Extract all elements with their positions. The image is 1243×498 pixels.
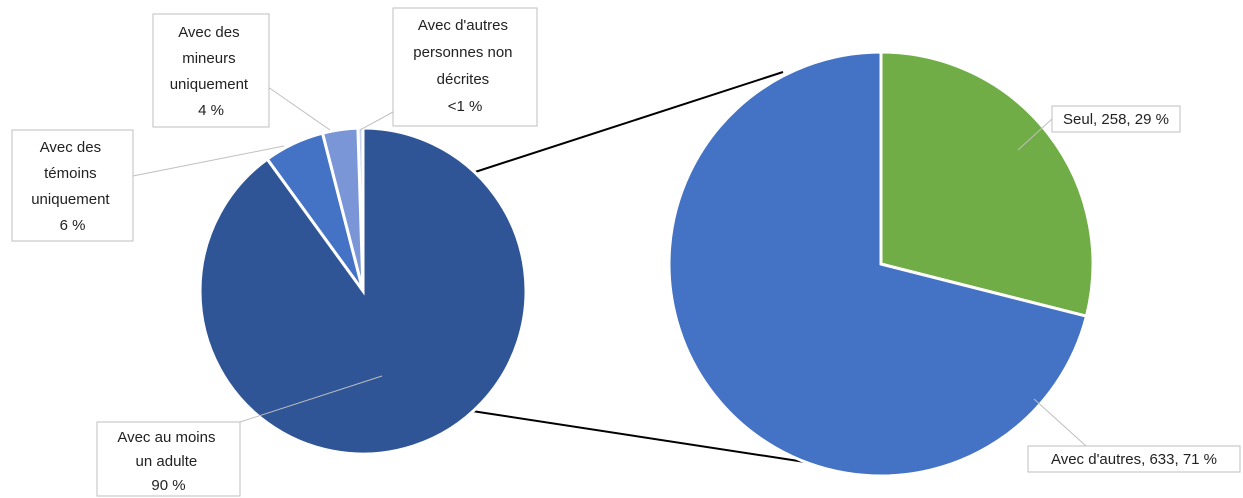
label-temoins-line4: 6 % xyxy=(60,217,86,234)
label-temoins-line1: Avec des xyxy=(40,139,101,156)
data-label-adult: Avec au moins un adulte 90 % xyxy=(97,422,240,496)
label-autres-line4: <1 % xyxy=(448,98,483,115)
label-mineurs-line3: uniquement xyxy=(170,76,249,93)
leader-line-avec-autres xyxy=(1034,399,1086,446)
label-adult-line1: Avec au moins xyxy=(117,429,215,446)
main-pie xyxy=(200,128,526,454)
label-temoins-line2: témoins xyxy=(44,165,97,182)
label-avec-autres: Avec d'autres, 633, 71 % xyxy=(1051,451,1217,468)
data-label-mineurs: Avec des mineurs uniquement 4 % xyxy=(153,14,269,127)
leader-line-mineurs xyxy=(268,87,330,130)
data-label-avec-autres: Avec d'autres, 633, 71 % xyxy=(1028,446,1240,472)
label-autres-line2: personnes non xyxy=(413,44,512,61)
label-mineurs-line2: mineurs xyxy=(182,50,235,67)
data-label-temoins: Avec des témoins uniquement 6 % xyxy=(12,130,133,241)
label-temoins-line3: uniquement xyxy=(31,191,110,208)
label-adult-line2: un adulte xyxy=(136,453,198,470)
data-label-autres: Avec d'autres personnes non décrites <1 … xyxy=(393,8,537,126)
label-mineurs-line4: 4 % xyxy=(198,102,224,119)
label-autres-line3: décrites xyxy=(437,71,490,88)
secondary-pie xyxy=(669,52,1093,476)
slice-au-moins-un-adulte xyxy=(200,128,526,454)
label-autres-line1: Avec d'autres xyxy=(418,17,508,34)
label-mineurs-line1: Avec des xyxy=(178,24,239,41)
label-seul: Seul, 258, 29 % xyxy=(1063,111,1169,128)
label-adult-line3: 90 % xyxy=(151,477,185,494)
data-label-seul: Seul, 258, 29 % xyxy=(1052,106,1180,132)
